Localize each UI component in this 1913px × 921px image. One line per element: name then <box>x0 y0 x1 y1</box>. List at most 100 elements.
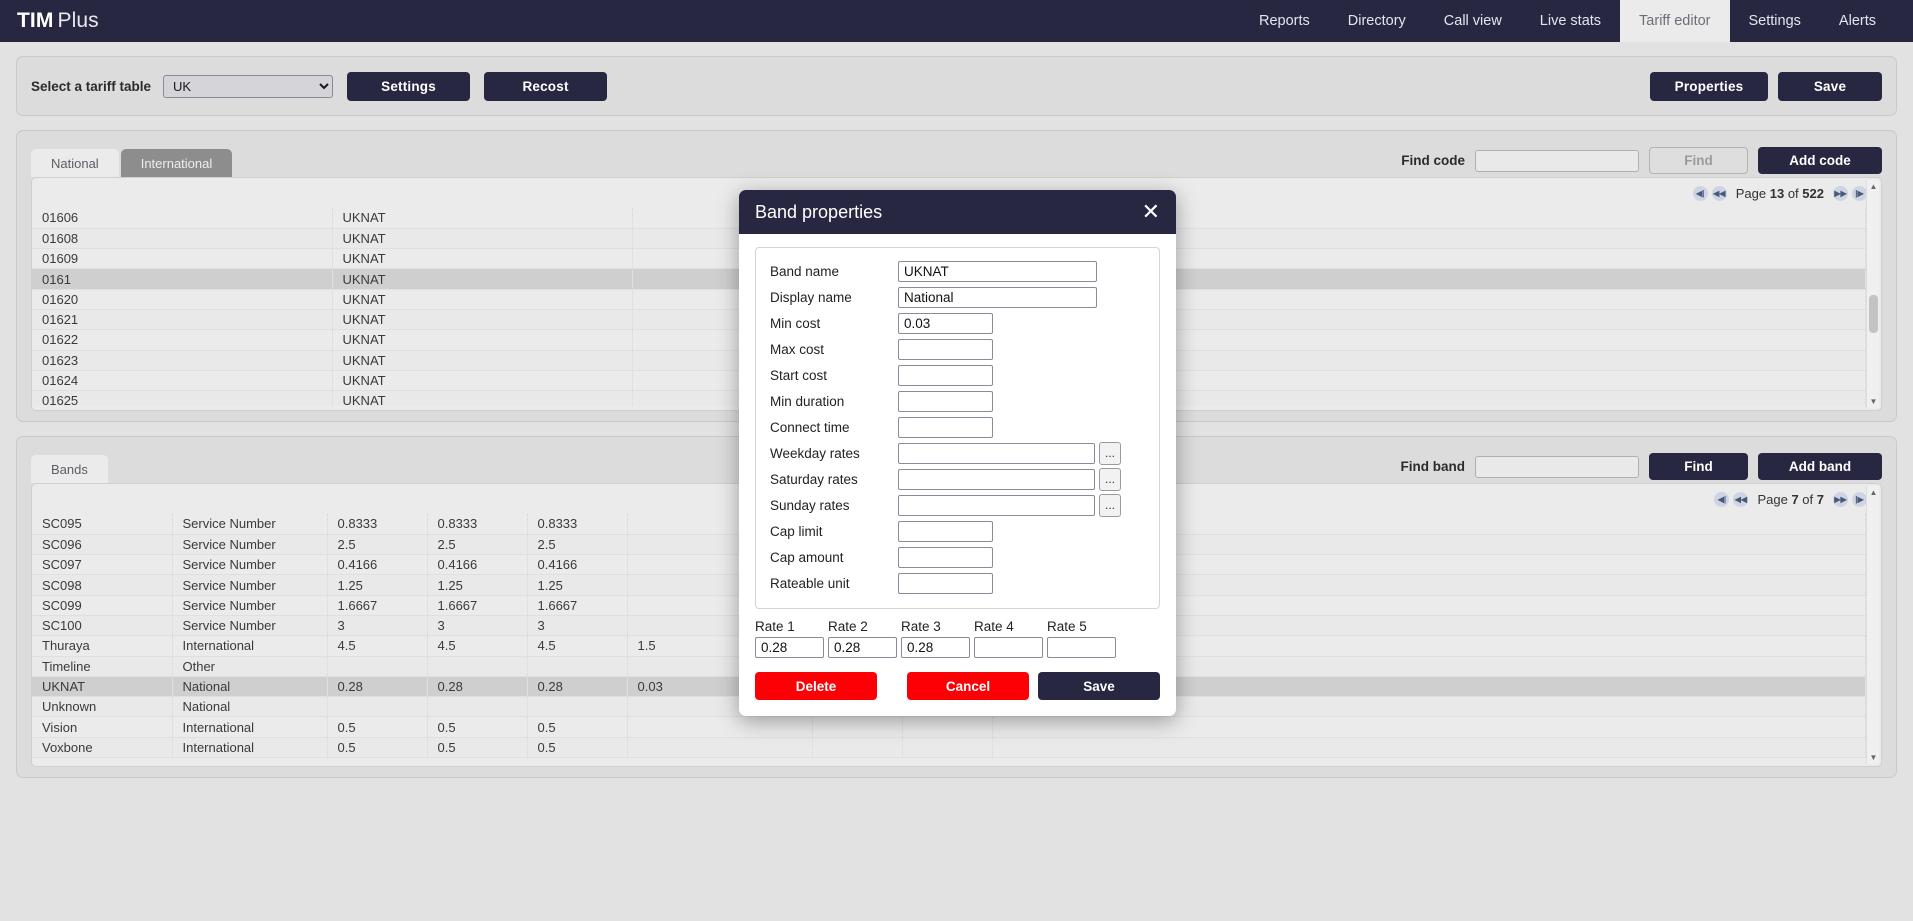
codes-first-page-icon[interactable]: ◀| <box>1692 185 1708 201</box>
input-weekday-rates[interactable] <box>898 442 1095 464</box>
find-band-input[interactable] <box>1475 455 1639 478</box>
nav-item-settings[interactable]: Settings <box>1748 13 1801 29</box>
close-icon[interactable]: ✕ <box>1141 199 1160 224</box>
nav-item-directory[interactable]: Directory <box>1347 13 1406 29</box>
rate-label-2: Rate 2 <box>828 619 868 634</box>
bands-scroll-up-icon[interactable]: ▲ <box>1869 488 1878 497</box>
cell-band: UKNAT <box>332 228 633 250</box>
rates-labels-row: Rate 1 Rate 2 Rate 3 Rate 4 Rate 5 <box>755 619 1160 634</box>
cell-r1 <box>327 656 428 677</box>
dialog-title: Band properties <box>755 201 883 222</box>
settings-button[interactable]: Settings <box>347 71 471 101</box>
cell-r3: 3 <box>527 615 628 637</box>
cell-r1: 0.5 <box>327 716 428 738</box>
rate-input-1[interactable] <box>755 637 824 658</box>
codes-scroll-up-icon[interactable]: ▲ <box>1869 182 1878 191</box>
input-sunday-rates[interactable] <box>898 494 1095 516</box>
cell-r3: 0.5 <box>527 737 628 759</box>
properties-button[interactable]: Properties <box>1650 71 1768 101</box>
codes-section-header: National International Find code Find Add… <box>17 131 1896 177</box>
tab-national[interactable]: National <box>31 149 119 177</box>
cell-r2 <box>427 656 528 677</box>
tariff-table-select[interactable]: UK <box>163 74 334 98</box>
label-cap-amount: Cap amount <box>770 549 844 565</box>
cell-code: 01621 <box>32 309 333 331</box>
cell-r3: 0.28 <box>527 676 628 698</box>
nav-item-call-view[interactable]: Call view <box>1443 13 1502 29</box>
bands-scroll-down-icon[interactable]: ▼ <box>1869 753 1878 762</box>
input-cap-limit[interactable] <box>898 520 993 542</box>
field-row-cap-amount: Cap amount <box>770 544 1145 570</box>
label-sunday-rates: Sunday rates <box>770 497 850 513</box>
nav-item-tariff-editor[interactable]: Tariff editor <box>1620 0 1730 42</box>
codes-prev-page-icon[interactable]: ◀◀ <box>1711 185 1727 201</box>
input-display-name[interactable] <box>898 286 1097 308</box>
cell-band: UKNAT <box>332 350 633 371</box>
label-connect-time: Connect time <box>770 419 850 435</box>
browse-button-saturday-rates[interactable]: ... <box>1099 467 1121 491</box>
cell-r2: 0.28 <box>427 676 528 698</box>
rate-input-2[interactable] <box>828 637 897 658</box>
nav-item-alerts[interactable]: Alerts <box>1838 13 1876 29</box>
table-row[interactable]: Voxbone International 0.5 0.5 0.5 <box>32 737 1866 759</box>
nav-item-live-stats[interactable]: Live stats <box>1539 13 1602 29</box>
save-button[interactable]: Save <box>1778 71 1882 101</box>
codes-scroll-down-icon[interactable]: ▼ <box>1869 397 1878 406</box>
input-min-duration[interactable] <box>898 390 993 412</box>
cell-code: 01622 <box>32 329 333 351</box>
find-code-button[interactable]: Find <box>1649 147 1748 174</box>
input-start-cost[interactable] <box>898 364 993 386</box>
recost-button[interactable]: Recost <box>484 71 608 101</box>
rate-label-3: Rate 3 <box>901 619 941 634</box>
delete-button[interactable]: Delete <box>755 672 877 700</box>
tariff-toolbar-panel: Select a tariff table UK Settings Recost… <box>16 56 1897 116</box>
cell-r3: 1.25 <box>527 574 628 596</box>
find-band-button[interactable]: Find <box>1649 453 1748 480</box>
cell-c7 <box>992 574 1866 596</box>
cell-type: National <box>172 676 328 698</box>
input-rateable-unit[interactable] <box>898 572 993 594</box>
cell-band: UKNAT <box>332 289 633 310</box>
codes-tabs: National International <box>31 149 234 177</box>
bands-prev-page-icon[interactable]: ◀◀ <box>1733 491 1749 507</box>
codes-scrollbar[interactable]: ▲ ▼ <box>1866 180 1879 408</box>
tab-international[interactable]: International <box>120 149 233 177</box>
browse-button-sunday-rates[interactable]: ... <box>1099 493 1121 517</box>
input-max-cost[interactable] <box>898 338 993 360</box>
cell-r2: 0.5 <box>427 737 528 759</box>
bands-find-controls: Find band Find Add band <box>1401 453 1882 483</box>
cell-band: UKNAT <box>332 390 633 406</box>
rate-label-4: Rate 4 <box>974 619 1014 634</box>
dialog-body: Band name Display name Min cost Max cost Sta… <box>739 234 1176 658</box>
codes-grid: 01606 UKNAT 01608 UKNAT 01609 UKNAT 0161 UKNAT 0… <box>32 208 1866 406</box>
rate-input-4[interactable] <box>974 637 1043 658</box>
codes-next-page-icon[interactable]: ▶▶ <box>1833 185 1848 201</box>
dialog-save-button[interactable]: Save <box>1038 672 1160 700</box>
input-min-cost[interactable] <box>898 312 993 334</box>
bands-last-page-icon[interactable]: |▶ <box>1852 491 1867 507</box>
table-row[interactable]: Vision International 0.5 0.5 0.5 <box>32 716 1866 738</box>
cancel-button[interactable]: Cancel <box>907 672 1029 700</box>
bands-first-page-icon[interactable]: ◀| <box>1714 491 1730 507</box>
cell-name: Thuraya <box>32 635 173 657</box>
rate-input-3[interactable] <box>901 637 970 658</box>
tab-bands[interactable]: Bands <box>31 455 108 483</box>
bands-next-page-icon[interactable]: ▶▶ <box>1833 491 1848 507</box>
add-code-button[interactable]: Add code <box>1758 147 1882 174</box>
rate-input-5[interactable] <box>1047 637 1116 658</box>
nav-item-reports[interactable]: Reports <box>1258 13 1310 29</box>
cell-c7 <box>992 716 1866 738</box>
find-code-input[interactable] <box>1475 149 1639 172</box>
input-cap-amount[interactable] <box>898 546 993 568</box>
cell-r1: 0.8333 <box>327 514 428 535</box>
input-band-name[interactable] <box>898 260 1097 282</box>
label-weekday-rates: Weekday rates <box>770 445 860 461</box>
cell-code: 01625 <box>32 390 333 406</box>
codes-scroll-thumb[interactable] <box>1869 295 1878 333</box>
browse-button-weekday-rates[interactable]: ... <box>1099 441 1121 465</box>
input-saturday-rates[interactable] <box>898 468 1095 490</box>
input-connect-time[interactable] <box>898 416 993 438</box>
add-band-button[interactable]: Add band <box>1758 453 1882 480</box>
bands-scrollbar[interactable]: ▲ ▼ <box>1866 486 1879 764</box>
codes-last-page-icon[interactable]: |▶ <box>1852 185 1867 201</box>
